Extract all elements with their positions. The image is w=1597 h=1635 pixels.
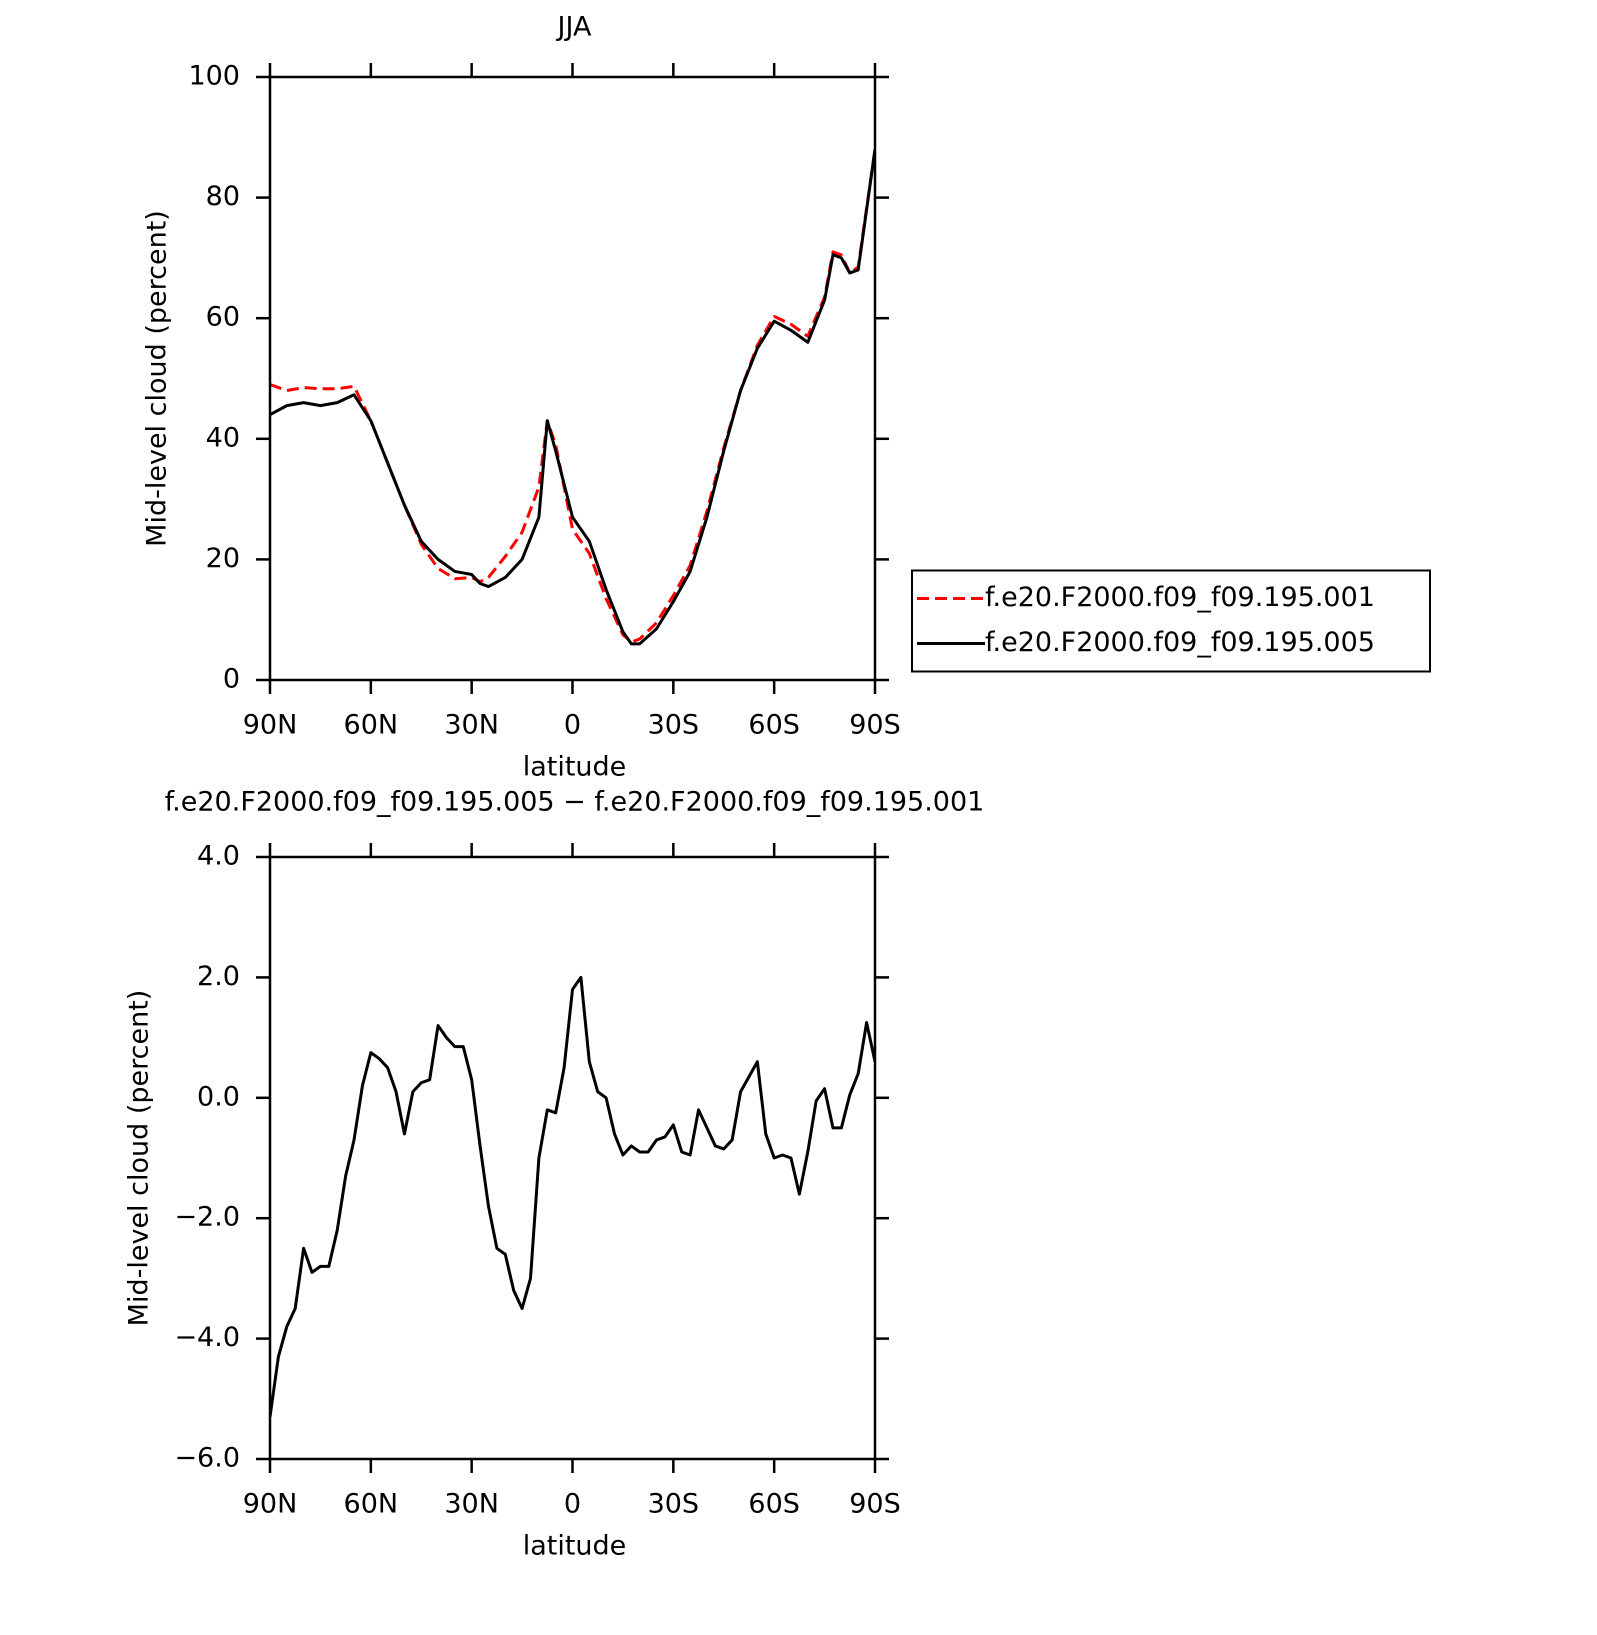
chart-title: f.e20.F2000.f09_f09.195.005 − f.e20.F200… xyxy=(165,787,985,818)
y-tick-label: 20 xyxy=(206,543,240,574)
y-tick-label: 40 xyxy=(206,422,240,453)
y-tick-label: 2.0 xyxy=(197,961,240,992)
y-axis-label: Mid-level cloud (percent) xyxy=(124,990,155,1327)
x-tick-label: 60N xyxy=(344,1489,399,1520)
x-tick-label: 90S xyxy=(849,1489,901,1520)
y-tick-label: 60 xyxy=(206,302,240,333)
chart-title: JJA xyxy=(556,12,592,43)
x-tick-label: 60S xyxy=(748,710,800,741)
y-tick-label: 100 xyxy=(188,61,240,92)
y-tick-label: 80 xyxy=(206,181,240,212)
x-tick-label: 30S xyxy=(648,710,700,741)
x-tick-label: 60S xyxy=(748,1489,800,1520)
y-tick-label: −4.0 xyxy=(174,1322,240,1353)
plot-frame xyxy=(268,75,877,682)
series-line xyxy=(270,149,875,644)
y-tick-label: −2.0 xyxy=(174,1202,240,1233)
legend-box xyxy=(911,569,1431,673)
plot-frame xyxy=(268,855,877,1461)
x-tick-label: 90N xyxy=(243,1489,298,1520)
legend-label: f.e20.F2000.f09_f09.195.001 xyxy=(985,582,1375,613)
y-axis-label: Mid-level cloud (percent) xyxy=(142,210,173,547)
y-tick-label: 4.0 xyxy=(197,841,240,872)
x-tick-label: 30S xyxy=(648,1489,700,1520)
y-tick-label: −6.0 xyxy=(174,1443,240,1474)
x-tick-label: 0 xyxy=(564,1489,581,1520)
y-tick-label: 0.0 xyxy=(197,1081,240,1112)
y-tick-label: 0 xyxy=(223,664,240,695)
x-tick-label: 30N xyxy=(444,1489,499,1520)
series-line xyxy=(270,975,875,1418)
x-tick-label: 90S xyxy=(849,710,901,741)
x-tick-label: 90N xyxy=(243,710,298,741)
x-tick-label: 0 xyxy=(564,710,581,741)
series-line xyxy=(270,149,875,646)
legend-label: f.e20.F2000.f09_f09.195.005 xyxy=(985,627,1375,658)
x-tick-label: 30N xyxy=(444,710,499,741)
x-tick-label: 60N xyxy=(344,710,399,741)
x-axis-label: latitude xyxy=(523,1531,627,1562)
x-axis-label: latitude xyxy=(523,752,627,783)
